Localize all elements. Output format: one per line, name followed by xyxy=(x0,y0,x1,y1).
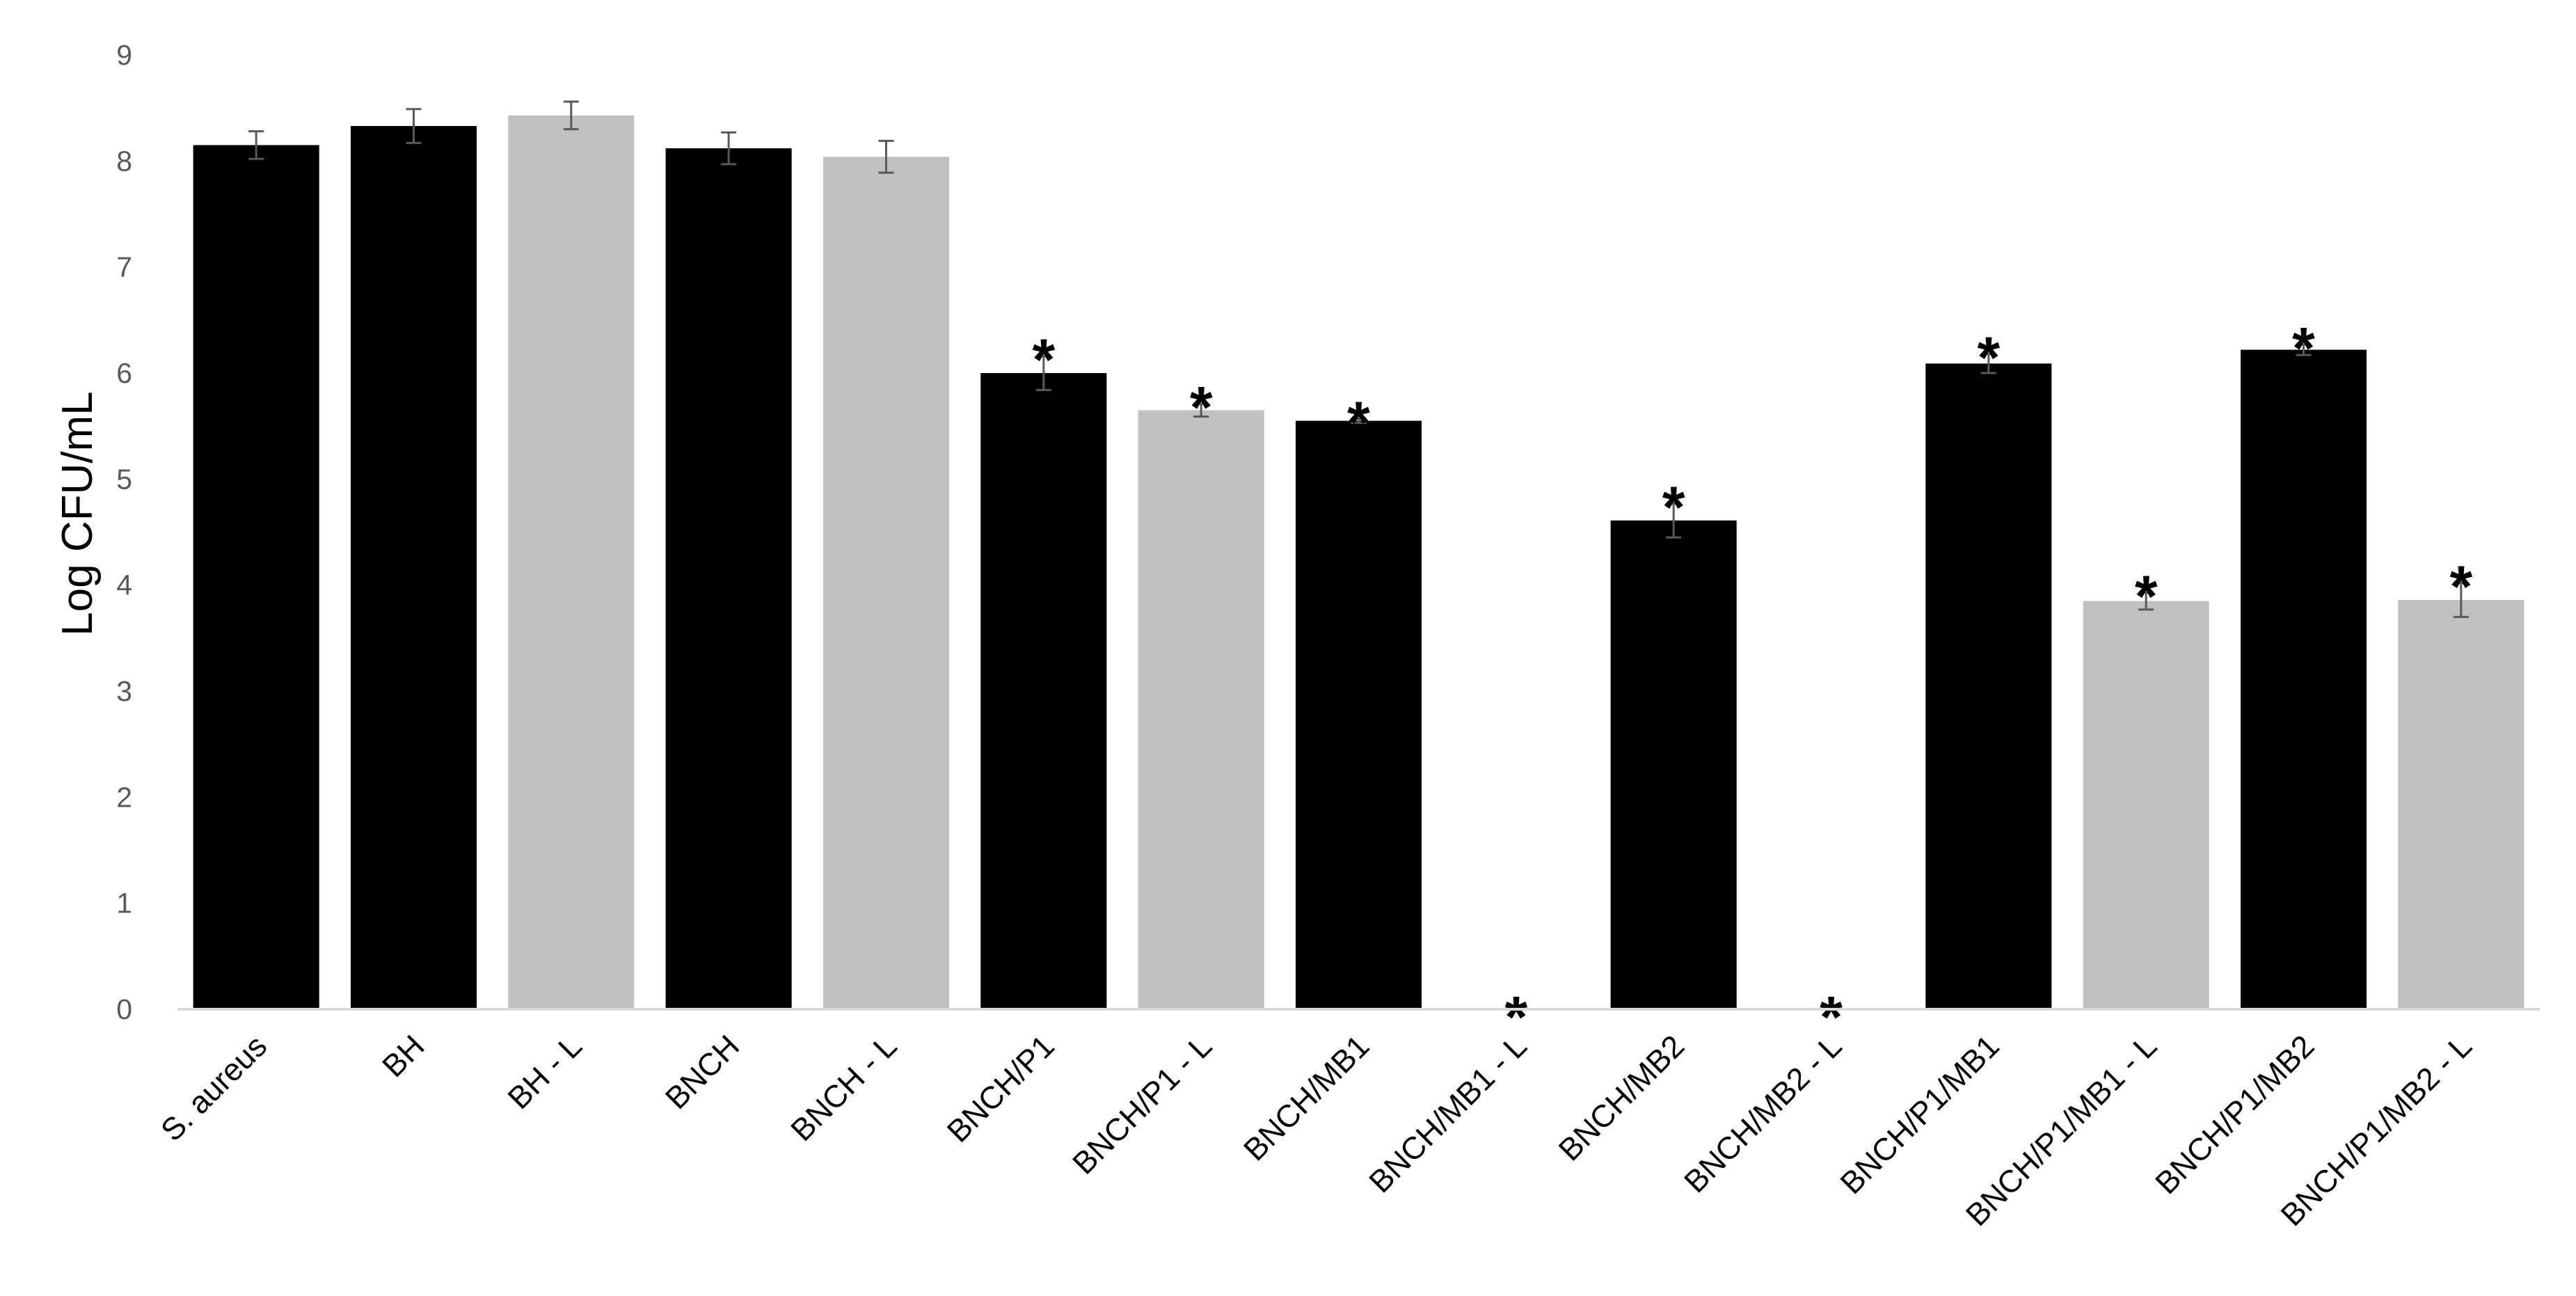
significance-star: * xyxy=(2449,554,2472,619)
y-tick-label: 1 xyxy=(116,887,132,919)
bar xyxy=(193,145,319,1009)
x-axis-labels: S. aureus BH BH - L BNCH BNCH - L BNCH/P1 BNCH… xyxy=(154,1028,2479,1233)
significance-star: * xyxy=(1032,327,1055,393)
bars xyxy=(193,115,2525,1010)
bar xyxy=(1610,520,1737,1009)
bar xyxy=(350,126,477,1009)
y-tick-label: 0 xyxy=(116,993,132,1025)
y-tick-label: 3 xyxy=(116,675,132,707)
x-tick-label: S. aureus xyxy=(154,1028,273,1148)
x-tick-label: BNCH/P1 xyxy=(940,1028,1061,1149)
bar xyxy=(2240,349,2367,1009)
significance-star: * xyxy=(2292,315,2315,381)
x-tick-label: BNCH - L xyxy=(784,1028,903,1148)
y-axis-title: Log CFU/mL xyxy=(54,391,102,635)
bar xyxy=(508,115,635,1010)
bar xyxy=(1925,363,2052,1009)
y-tick-label: 2 xyxy=(116,781,132,813)
error-bars xyxy=(248,100,2469,618)
x-tick-label: BNCH/MB2 - L xyxy=(1677,1028,1848,1199)
x-tick-label: BNCH/MB2 xyxy=(1552,1028,1691,1167)
significance-star: * xyxy=(1190,374,1213,440)
bar xyxy=(665,148,792,1009)
bar xyxy=(1138,410,1264,1009)
significance-markers: * * * * * * * * * * xyxy=(1032,315,2472,1050)
x-tick-label: BNCH/MB1 - L xyxy=(1362,1028,1533,1199)
bar xyxy=(1295,420,1422,1009)
significance-star: * xyxy=(1662,474,1685,539)
significance-star: * xyxy=(1347,390,1370,455)
x-tick-label: BNCH/P1/MB1 xyxy=(1834,1028,2006,1201)
significance-star: * xyxy=(1504,984,1527,1050)
y-tick-label: 8 xyxy=(116,145,132,177)
x-tick-label: BNCH/P1/MB2 xyxy=(2148,1028,2321,1201)
bar xyxy=(822,157,950,1010)
x-tick-label: BNCH/P1 - L xyxy=(1065,1028,1218,1181)
bar xyxy=(2083,601,2209,1009)
y-tick-label: 5 xyxy=(116,463,132,495)
y-tick-label: 6 xyxy=(116,357,132,389)
y-tick-label: 9 xyxy=(116,39,132,71)
y-tick-label: 4 xyxy=(116,569,132,601)
y-axis-ticks: 0 1 2 3 4 5 6 7 8 9 xyxy=(116,39,132,1025)
x-tick-label: BNCH xyxy=(658,1028,746,1116)
significance-star: * xyxy=(1977,325,2000,390)
significance-star: * xyxy=(2135,563,2158,629)
bar xyxy=(2398,599,2525,1009)
x-tick-label: BH - L xyxy=(501,1028,589,1116)
y-tick-label: 7 xyxy=(116,251,132,283)
bar xyxy=(980,373,1107,1009)
significance-star: * xyxy=(1820,984,1843,1050)
x-tick-label: BH xyxy=(375,1028,431,1084)
x-tick-label: BNCH/MB1 xyxy=(1237,1028,1376,1167)
